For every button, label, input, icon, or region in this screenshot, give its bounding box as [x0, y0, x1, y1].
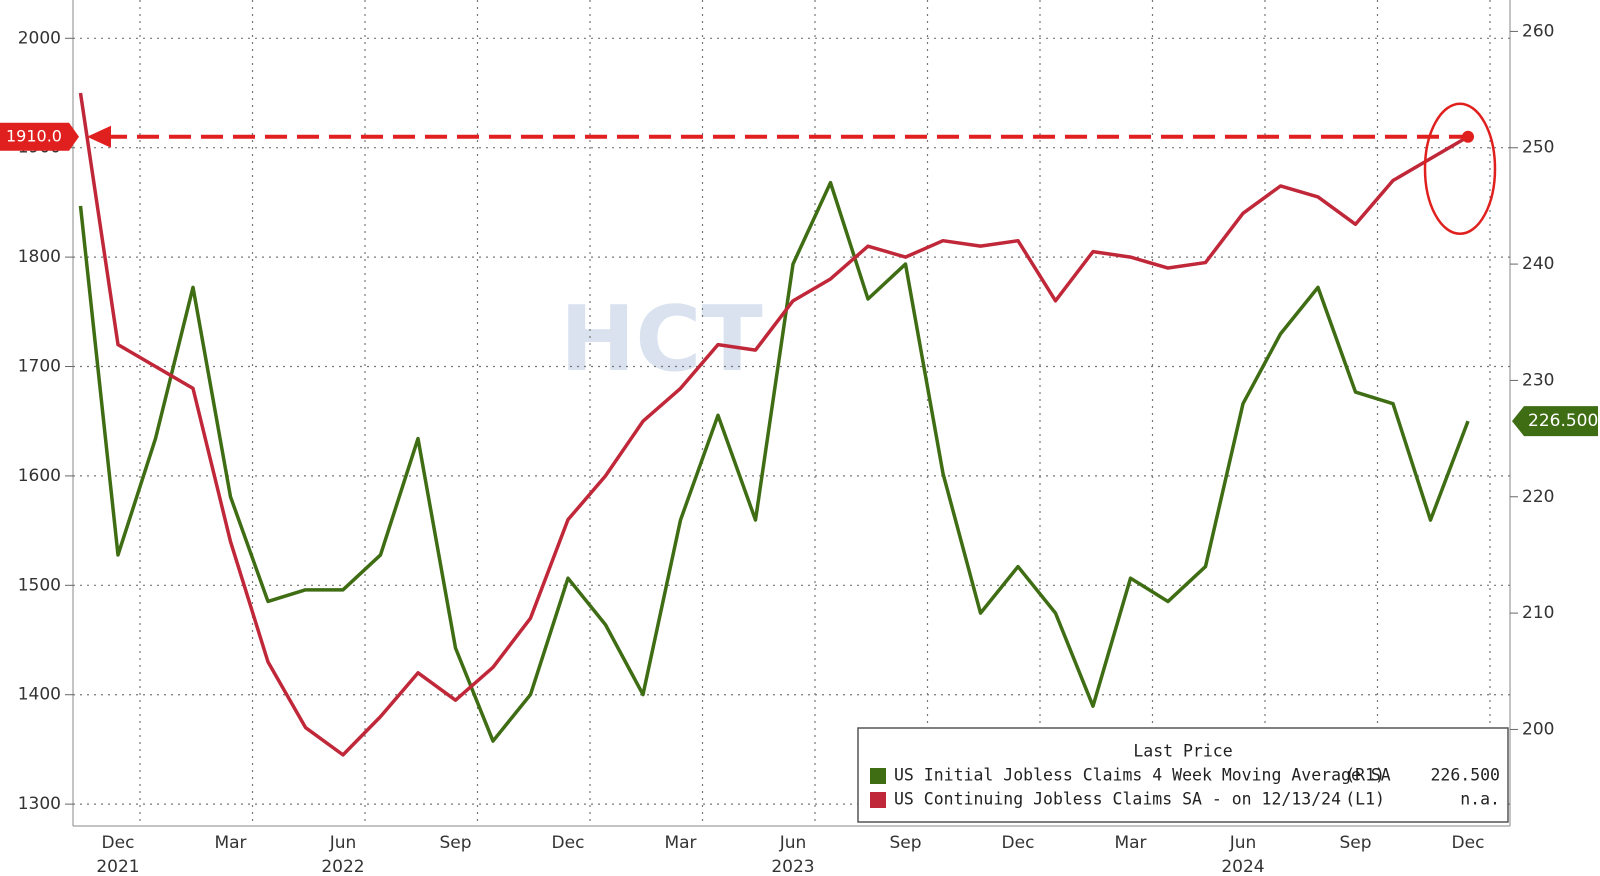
y-tick-label: 1700 — [18, 357, 61, 377]
x-tick-label: Jun — [1229, 833, 1257, 853]
y2-tick-label: 200 — [1522, 719, 1554, 739]
legend-axis-tag: (L1) — [1345, 790, 1385, 809]
y2-tick-label: 210 — [1522, 603, 1554, 623]
last-value-label: 226.500 — [1528, 411, 1598, 431]
x-tick-label: Sep — [889, 833, 921, 853]
legend: Last Price US Initial Jobless Claims 4 We… — [857, 727, 1509, 823]
x-tick-label: Mar — [1114, 833, 1146, 853]
x-tick-label: Mar — [214, 833, 246, 853]
y-tick-label: 1800 — [18, 247, 61, 267]
x-year-label: 2021 — [96, 857, 139, 876]
x-year-label: 2023 — [771, 857, 814, 876]
annotation-circle — [1423, 102, 1497, 236]
x-tick-label: Mar — [664, 833, 696, 853]
x-tick-label: Dec — [102, 833, 135, 853]
legend-box — [857, 727, 1509, 823]
legend-last-price: n.a. — [1460, 790, 1500, 809]
legend-axis-tag: (R1) — [1345, 766, 1385, 785]
legend-swatch — [870, 792, 886, 808]
annotation-tag — [0, 122, 69, 151]
x-tick-label: Sep — [439, 833, 471, 853]
series-line — [78, 92, 1469, 757]
y-tick-label: 1400 — [18, 685, 61, 705]
y-tick-label: 2000 — [18, 28, 61, 48]
x-tick-label: Dec — [1002, 833, 1035, 853]
legend-title: Last Price — [1133, 742, 1232, 761]
legend-swatch — [870, 768, 886, 784]
x-year-label: 2022 — [321, 857, 364, 876]
y2-tick-label: 260 — [1522, 21, 1554, 41]
last-value-tag — [1512, 406, 1598, 437]
x-tick-label: Jun — [329, 833, 357, 853]
x-tick-label: Sep — [1339, 833, 1371, 853]
y2-tick-label: 230 — [1522, 370, 1554, 390]
x-tick-label: Dec — [552, 833, 585, 853]
y-tick-label: 1600 — [18, 466, 61, 486]
x-year-label: 2024 — [1221, 857, 1264, 876]
legend-label: US Continuing Jobless Claims SA - on 12/… — [894, 790, 1341, 809]
y2-tick-label: 240 — [1522, 254, 1554, 274]
legend-last-price: 226.500 — [1430, 766, 1500, 785]
annotation-arrowhead — [87, 125, 111, 148]
x-tick-label: Jun — [779, 833, 807, 853]
watermark: HCT — [560, 287, 763, 392]
y-tick-label: 1300 — [18, 794, 61, 814]
x-tick-label: Dec — [1452, 833, 1485, 853]
series-line — [78, 180, 1470, 743]
annotation-dot — [1462, 130, 1474, 143]
y2-tick-label: 250 — [1522, 138, 1554, 158]
y-tick-label: 1500 — [18, 575, 61, 595]
y2-tick-label: 220 — [1522, 487, 1554, 507]
annotation-tag-tip — [69, 122, 79, 151]
annotation-label: 1910.0 — [6, 126, 62, 145]
legend-label: US Initial Jobless Claims 4 Week Moving … — [894, 766, 1391, 785]
